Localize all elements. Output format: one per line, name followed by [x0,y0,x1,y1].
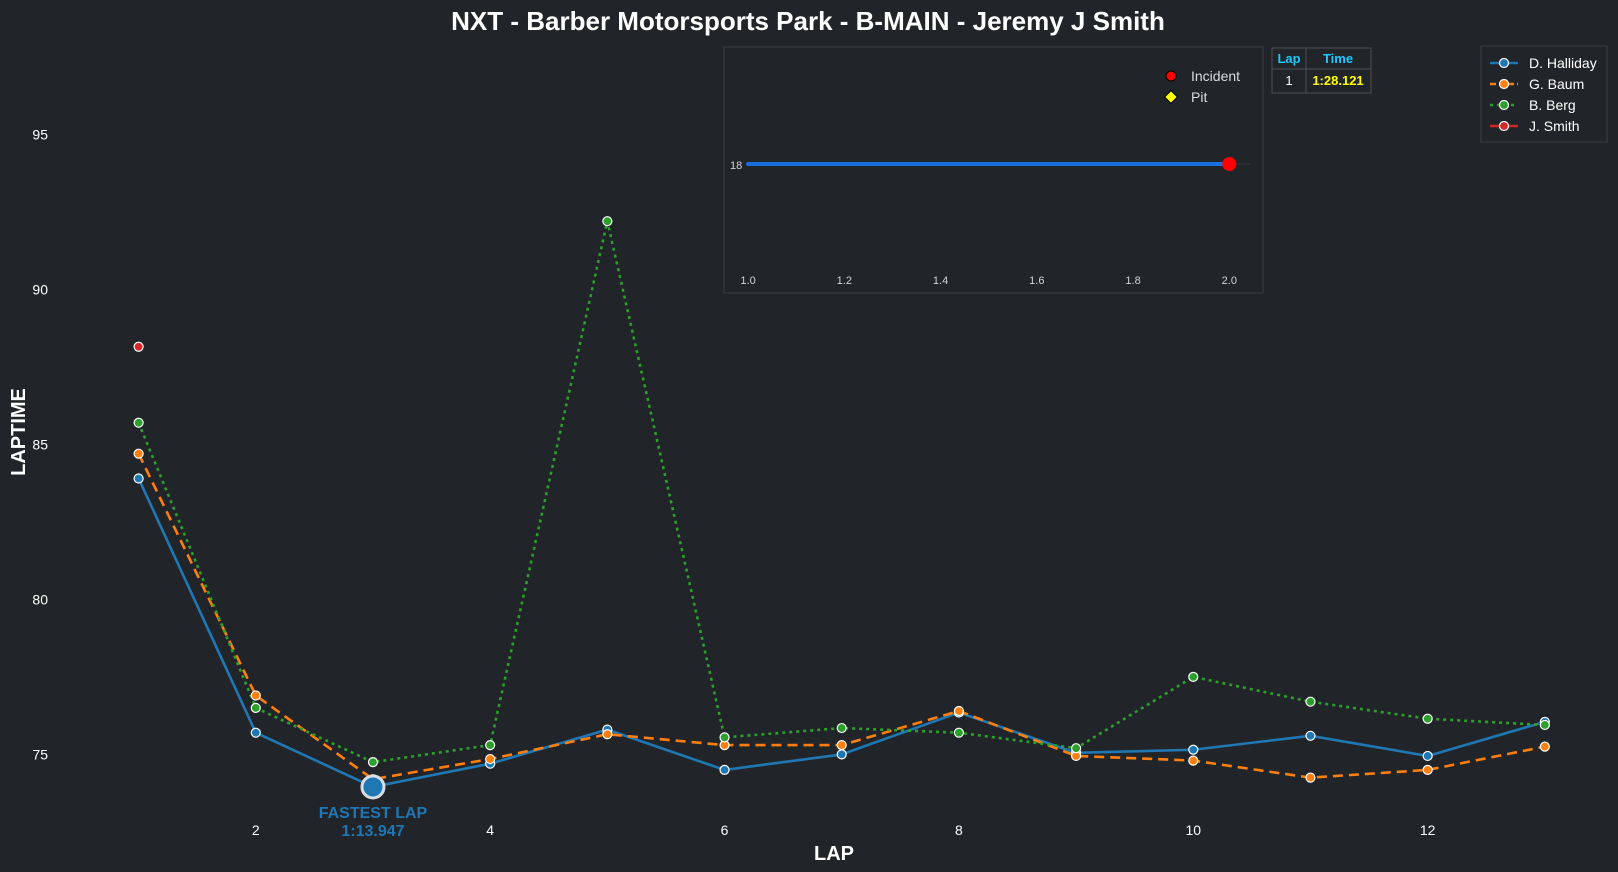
x-axis-label: LAP [814,843,854,865]
inset-incident-marker [1222,157,1237,171]
series-point-2 [836,722,847,734]
incident-legend-label: Incident [1191,68,1240,84]
series-point-1 [953,705,965,717]
fastest-lap-label: FASTEST LAP [319,805,428,822]
series-point-1 [133,448,144,459]
series-points [133,216,1550,793]
inset-legend: Incident Pit [1163,68,1240,105]
series-point-2 [250,702,261,714]
x-tick-label: 10 [1185,822,1201,838]
inset-x-tick-label: 1.6 [1029,275,1044,287]
inset-frame [723,46,1264,294]
x-tick-label: 2 [252,822,260,838]
y-tick-label: 75 [32,746,48,762]
series-point-0 [836,749,847,760]
x-tick-label: 8 [955,822,963,838]
lap-table-cell-lap: 1 [1285,73,1292,88]
legend-label-2: B. Berg [1529,97,1576,113]
chart-title: NXT - Barber Motorsports Park - B-MAIN -… [451,6,1165,36]
series-point-1 [602,729,613,740]
series-point-2 [1422,713,1433,724]
series-point-0 [133,473,144,484]
y-axis-label: LAPTIME [8,388,30,476]
series-point-2 [602,216,613,227]
pit-legend-label: Pit [1191,89,1207,105]
inset-x-tick-label: 1.2 [837,275,852,287]
fastest-lap-annotation: FASTEST LAP 1:13.947 [319,774,428,840]
series-point-0 [1422,750,1433,762]
inset-x-tick-label: 2.0 [1222,275,1237,287]
series-point-1 [1422,764,1433,776]
position-inset: 18 1.0 1.2 1.4 1.6 1.8 2.0 Incident Pit [723,46,1264,294]
legend-label-1: G. Baum [1529,76,1584,92]
y-tick-labels: 75 80 85 90 95 [32,126,48,762]
x-tick-labels: 2 4 6 8 10 12 [252,822,1436,838]
inset-y-tick: 18 [730,160,742,172]
series-point-0 [250,727,261,738]
y-tick-label: 85 [32,436,48,452]
series-point-2 [1188,671,1199,683]
inset-x-tick-label: 1.0 [740,275,755,287]
x-tick-label: 4 [486,822,494,838]
y-tick-label: 80 [32,591,48,607]
inset-x-tick-labels: 1.0 1.2 1.4 1.6 1.8 2.0 [740,275,1237,287]
x-tick-label: 12 [1420,822,1436,838]
series-point-2 [953,727,965,738]
lap-table: Lap Time 1 1:28.121 [1271,47,1372,94]
incident-legend-icon [1165,70,1177,82]
lap-table-header-time: Time [1323,51,1353,66]
legend: D. Halliday G. Baum B. Berg J. Smith [1480,45,1608,143]
fastest-lap-marker [360,774,386,800]
inset-x-tick-label: 1.4 [933,275,948,287]
fastest-lap-time: 1:13.947 [341,823,404,840]
legend-marker-1 [1498,78,1510,90]
series-point-2 [719,732,730,743]
series-point-0 [1305,730,1316,741]
series-point-1 [485,753,496,765]
series-point-0 [719,764,730,776]
lap-table-header-lap: Lap [1277,51,1300,66]
legend-label-3: J. Smith [1529,118,1580,134]
inset-x-tick-label: 1.8 [1125,275,1140,287]
series-point-0 [1188,744,1199,755]
series-point-2 [1305,696,1316,707]
series-point-2 [133,417,144,428]
series-point-3 [133,341,144,352]
series-point-2 [367,757,379,768]
legend-label-0: D. Halliday [1529,55,1597,71]
legend-marker-0 [1498,57,1510,69]
lap-table-frame [1271,47,1372,94]
series-point-1 [1305,772,1316,783]
series-point-2 [485,739,496,751]
series-point-1 [1539,741,1550,752]
series-point-2 [1070,743,1082,754]
x-tick-label: 6 [721,822,729,838]
legend-marker-2 [1498,99,1510,111]
y-tick-label: 90 [32,281,48,297]
y-tick-label: 95 [32,126,48,142]
pit-legend-icon [1163,89,1179,105]
series-point-2 [1539,719,1550,731]
legend-marker-3 [1498,120,1510,132]
series-point-1 [1188,755,1199,766]
lap-table-cell-time: 1:28.121 [1312,73,1363,88]
series-point-1 [836,739,847,751]
series-point-1 [250,690,261,701]
